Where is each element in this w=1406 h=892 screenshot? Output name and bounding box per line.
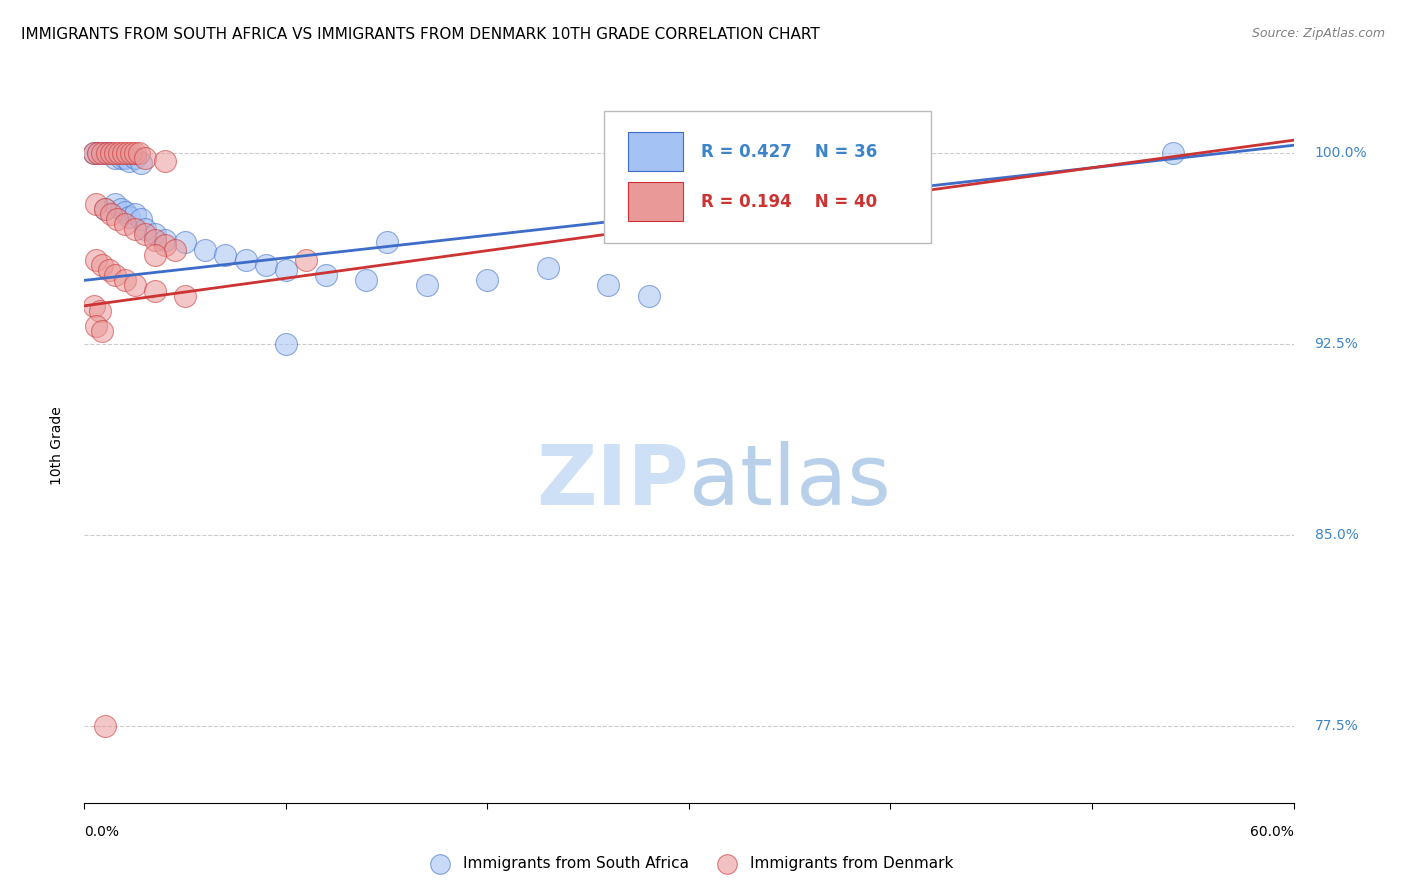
Point bbox=[174, 288, 197, 302]
Point bbox=[96, 145, 118, 160]
Point bbox=[83, 299, 105, 313]
Point bbox=[537, 260, 560, 275]
Point bbox=[110, 202, 132, 216]
Point bbox=[118, 153, 141, 168]
Point bbox=[111, 145, 134, 160]
Text: IMMIGRANTS FROM SOUTH AFRICA VS IMMIGRANTS FROM DENMARK 10TH GRADE CORRELATION C: IMMIGRANTS FROM SOUTH AFRICA VS IMMIGRAN… bbox=[21, 27, 820, 42]
Point bbox=[87, 145, 110, 160]
Text: atlas: atlas bbox=[689, 442, 890, 522]
Point bbox=[86, 197, 108, 211]
Point bbox=[128, 145, 150, 160]
Point bbox=[118, 210, 141, 224]
Point bbox=[114, 151, 136, 165]
Point bbox=[105, 212, 128, 227]
Point bbox=[104, 151, 127, 165]
Point bbox=[124, 145, 146, 160]
Point bbox=[356, 273, 378, 287]
Point bbox=[598, 278, 620, 293]
Bar bbox=[628, 132, 683, 171]
Point bbox=[143, 248, 166, 262]
Point bbox=[153, 233, 176, 247]
Text: 60.0%: 60.0% bbox=[1250, 825, 1294, 839]
Text: 77.5%: 77.5% bbox=[1315, 719, 1358, 733]
Point bbox=[375, 235, 398, 249]
Point bbox=[174, 235, 197, 249]
Point bbox=[114, 273, 136, 287]
Point bbox=[93, 719, 115, 733]
Point bbox=[93, 202, 115, 216]
Bar bbox=[628, 182, 683, 221]
Point bbox=[416, 278, 439, 293]
Y-axis label: 10th Grade: 10th Grade bbox=[49, 407, 63, 485]
Point bbox=[91, 258, 114, 272]
Point bbox=[143, 227, 166, 242]
Point bbox=[100, 207, 122, 221]
Point bbox=[93, 202, 115, 216]
Point bbox=[104, 268, 127, 283]
Text: Source: ZipAtlas.com: Source: ZipAtlas.com bbox=[1251, 27, 1385, 40]
Point bbox=[83, 145, 105, 160]
Text: 0.0%: 0.0% bbox=[84, 825, 120, 839]
Point bbox=[274, 263, 297, 277]
Point bbox=[637, 288, 659, 302]
Point bbox=[114, 204, 136, 219]
Point bbox=[134, 151, 156, 165]
Point bbox=[153, 237, 176, 252]
Point bbox=[91, 324, 114, 338]
Text: 100.0%: 100.0% bbox=[1315, 146, 1367, 160]
Legend: Immigrants from South Africa, Immigrants from Denmark: Immigrants from South Africa, Immigrants… bbox=[419, 850, 959, 877]
Point bbox=[637, 151, 659, 165]
Point bbox=[115, 145, 138, 160]
Point bbox=[86, 252, 108, 267]
Text: ZIP: ZIP bbox=[537, 442, 689, 522]
Point bbox=[295, 252, 318, 267]
Point bbox=[1161, 145, 1184, 160]
Point bbox=[143, 233, 166, 247]
Text: R = 0.427    N = 36: R = 0.427 N = 36 bbox=[702, 143, 877, 161]
Point bbox=[129, 156, 152, 170]
Point bbox=[91, 145, 114, 160]
Point bbox=[134, 227, 156, 242]
Point bbox=[165, 243, 187, 257]
Point bbox=[104, 145, 127, 160]
Point bbox=[93, 145, 115, 160]
Point bbox=[124, 151, 146, 165]
Point bbox=[110, 151, 132, 165]
Point bbox=[235, 252, 257, 267]
Point bbox=[194, 243, 217, 257]
Point bbox=[89, 304, 111, 318]
Point bbox=[100, 145, 122, 160]
FancyBboxPatch shape bbox=[605, 111, 931, 243]
Point bbox=[315, 268, 337, 283]
Point bbox=[107, 145, 129, 160]
Point bbox=[254, 258, 277, 272]
Point bbox=[83, 145, 105, 160]
Point bbox=[274, 337, 297, 351]
Point bbox=[124, 222, 146, 236]
Text: 92.5%: 92.5% bbox=[1315, 337, 1358, 351]
Point bbox=[97, 263, 120, 277]
Point bbox=[120, 145, 142, 160]
Point bbox=[114, 217, 136, 231]
Point bbox=[153, 153, 176, 168]
Point bbox=[104, 197, 127, 211]
Text: R = 0.194    N = 40: R = 0.194 N = 40 bbox=[702, 193, 877, 211]
Point bbox=[86, 319, 108, 334]
Point bbox=[477, 273, 499, 287]
Point bbox=[214, 248, 236, 262]
Point bbox=[87, 145, 110, 160]
Point bbox=[97, 145, 120, 160]
Point bbox=[124, 278, 146, 293]
Point bbox=[129, 212, 152, 227]
Text: 85.0%: 85.0% bbox=[1315, 528, 1358, 542]
Point bbox=[124, 207, 146, 221]
Point bbox=[134, 222, 156, 236]
Point bbox=[143, 284, 166, 298]
